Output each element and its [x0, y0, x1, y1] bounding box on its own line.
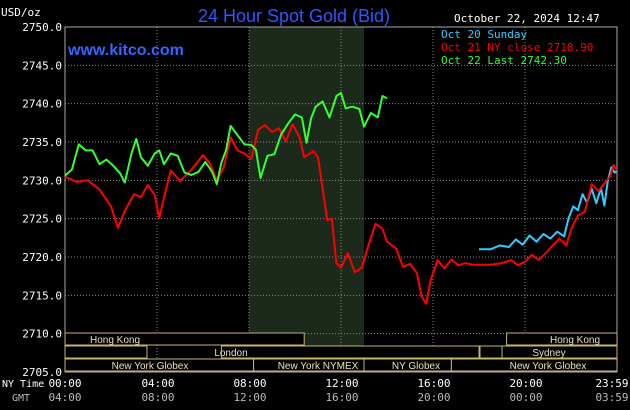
- ny-time-tick: 08:00: [233, 377, 266, 390]
- series-line-3: [64, 91, 388, 186]
- y-axis-ticks: 2750.0 2745.0 2740.0 2735.0 2730.0 2725.0 2720…: [22, 21, 62, 379]
- y-tick-label: 2750.0: [22, 21, 62, 34]
- ny-time-label: NY Time: [2, 379, 44, 390]
- grid-lines: [64, 26, 618, 373]
- session-label: Hong Kong: [90, 335, 140, 346]
- series-line-1: [479, 166, 618, 251]
- session-box: [64, 345, 148, 359]
- time-axis: 00:00 04:00 08:00 12:00 16:00 20:00 23:5904:00…: [48, 377, 628, 404]
- session-label: London: [214, 348, 247, 359]
- gmt-time-tick: 12:00: [233, 391, 266, 404]
- chart-title: 24 Hour Spot Gold (Bid): [198, 6, 390, 26]
- y-tick-label: 2725.0: [22, 213, 62, 226]
- gmt-time-tick: 08:00: [141, 391, 174, 404]
- legend-item-oct22: Oct 22 Last 2742.30: [441, 54, 567, 67]
- currency-label: USD/oz: [1, 6, 41, 19]
- legend: Oct 20 Sunday Oct 21 NY close 2718.90 Oc…: [441, 28, 593, 67]
- ny-time-tick: 16:00: [417, 377, 450, 390]
- nymex-session-band: [249, 27, 364, 372]
- y-tick-label: 2730.0: [22, 174, 62, 187]
- session-label: New York NYMEX: [278, 361, 359, 372]
- gmt-time-tick: 20:00: [417, 391, 450, 404]
- site-watermark: www.kitco.com: [67, 42, 184, 59]
- session-label: Hong Kong: [550, 335, 600, 346]
- session-label: New York Globex: [510, 361, 587, 372]
- date-time: October 22, 2024 12:47: [454, 12, 600, 25]
- legend-item-oct20: Oct 20 Sunday: [441, 28, 527, 41]
- ny-time-tick: 23:59: [595, 377, 628, 390]
- gmt-label: GMT: [12, 393, 30, 404]
- ny-time-tick: 04:00: [141, 377, 174, 390]
- market-sessions: Hong Kong Hong Kong London Sydney New York G…: [64, 332, 618, 372]
- session-label: Sydney: [532, 348, 565, 359]
- y-tick-label: 2720.0: [22, 251, 62, 264]
- y-tick-label: 2735.0: [22, 136, 62, 149]
- session-box: [478, 345, 618, 359]
- ny-time-tick: 00:00: [48, 377, 81, 390]
- gmt-time-tick: 03:59: [595, 391, 628, 404]
- legend-item-oct21: Oct 21 NY close 2718.90: [441, 41, 593, 54]
- series-line-2: [64, 123, 618, 305]
- y-tick-label: 2745.0: [22, 59, 62, 72]
- session-label: New York Globex: [112, 361, 189, 372]
- session-box: [64, 332, 305, 346]
- ny-time-tick: 12:00: [325, 377, 358, 390]
- gmt-time-tick: 00:00: [509, 391, 542, 404]
- y-tick-label: 2740.0: [22, 98, 62, 111]
- y-tick-label: 2715.0: [22, 289, 62, 302]
- y-tick-label: 2710.0: [22, 328, 62, 341]
- gmt-time-tick: 04:00: [48, 391, 81, 404]
- session-box: [450, 358, 618, 372]
- gmt-time-tick: 16:00: [325, 391, 358, 404]
- y-tick-label: 2705.0: [22, 366, 62, 379]
- session-box: [479, 345, 503, 359]
- session-box: [506, 332, 618, 346]
- ny-time-tick: 20:00: [509, 377, 542, 390]
- session-label: NY Globex: [392, 361, 440, 372]
- price-series: [64, 91, 618, 305]
- plot-frame: [64, 26, 618, 373]
